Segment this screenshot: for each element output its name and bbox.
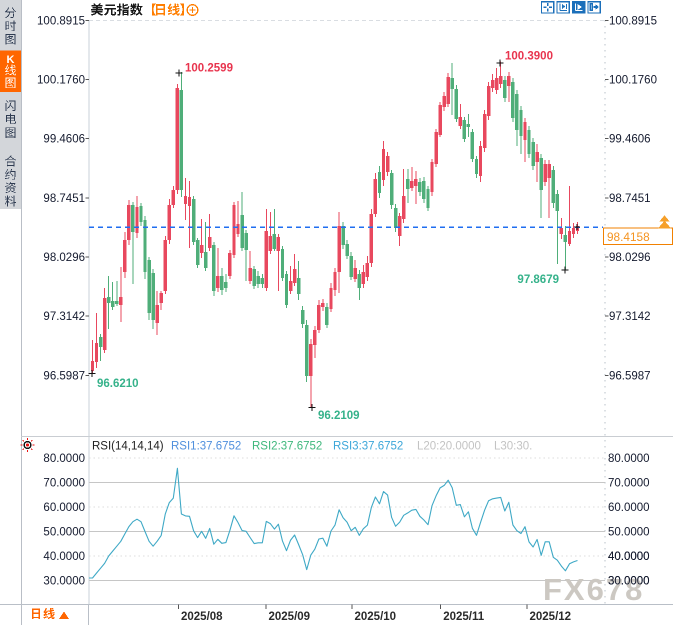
svg-text:2025/11: 2025/11	[443, 611, 485, 623]
svg-text:80.0000: 80.0000	[43, 453, 85, 465]
svg-text:2025/08: 2025/08	[181, 611, 223, 623]
svg-text:K: K	[7, 54, 15, 66]
svg-text:RSI1:37.6752: RSI1:37.6752	[171, 441, 241, 453]
svg-text:100.8915: 100.8915	[37, 15, 85, 27]
svg-text:2025/09: 2025/09	[269, 611, 311, 623]
svg-text:97.3142: 97.3142	[43, 311, 85, 323]
svg-text:98.7451: 98.7451	[43, 193, 85, 205]
svg-text:98.7451: 98.7451	[609, 193, 651, 205]
svg-text:2025/10: 2025/10	[355, 611, 397, 623]
svg-text:60.0000: 60.0000	[43, 502, 85, 514]
svg-text:100.8915: 100.8915	[609, 15, 657, 27]
svg-text:L30:30.: L30:30.	[494, 441, 532, 453]
svg-text:40.0000: 40.0000	[43, 551, 85, 563]
svg-text:97.3142: 97.3142	[609, 311, 651, 323]
svg-text:30.0000: 30.0000	[43, 576, 85, 588]
svg-text:96.5987: 96.5987	[609, 370, 651, 382]
svg-text:96.5987: 96.5987	[43, 370, 85, 382]
svg-text:40.0000: 40.0000	[608, 551, 650, 563]
svg-text:2025/12: 2025/12	[530, 611, 572, 623]
svg-text:98.0296: 98.0296	[43, 252, 85, 264]
svg-text:100.1760: 100.1760	[37, 74, 85, 86]
svg-text:30.0000: 30.0000	[608, 576, 650, 588]
svg-text:99.4606: 99.4606	[609, 134, 651, 146]
svg-text:96.6210: 96.6210	[97, 378, 139, 390]
svg-text:70.0000: 70.0000	[43, 478, 85, 490]
svg-text:40.0000: 40.0000	[608, 551, 650, 563]
svg-text:98.0296: 98.0296	[609, 252, 651, 264]
svg-text:50.0000: 50.0000	[608, 527, 650, 539]
svg-text:60.0000: 60.0000	[608, 502, 650, 514]
svg-text:RSI2:37.6752: RSI2:37.6752	[252, 441, 322, 453]
svg-text:100.3900: 100.3900	[505, 51, 553, 63]
svg-text:100.2599: 100.2599	[185, 63, 233, 75]
svg-text:99.4606: 99.4606	[43, 134, 85, 146]
svg-text:100.1760: 100.1760	[609, 74, 657, 86]
svg-text:FX678: FX678	[543, 572, 644, 607]
svg-text:RSI(14,14,14): RSI(14,14,14)	[92, 441, 164, 453]
svg-text:30.0000: 30.0000	[608, 576, 650, 588]
svg-text:70.0000: 70.0000	[608, 478, 650, 490]
svg-text:80.0000: 80.0000	[608, 453, 650, 465]
svg-text:97.8679: 97.8679	[517, 274, 559, 286]
svg-text:96.2109: 96.2109	[318, 410, 360, 422]
svg-text:98.4158: 98.4158	[607, 230, 650, 244]
svg-text:RSI3:37.6752: RSI3:37.6752	[333, 441, 403, 453]
svg-text:L20:20.0000: L20:20.0000	[417, 441, 481, 453]
svg-text:50.0000: 50.0000	[43, 527, 85, 539]
